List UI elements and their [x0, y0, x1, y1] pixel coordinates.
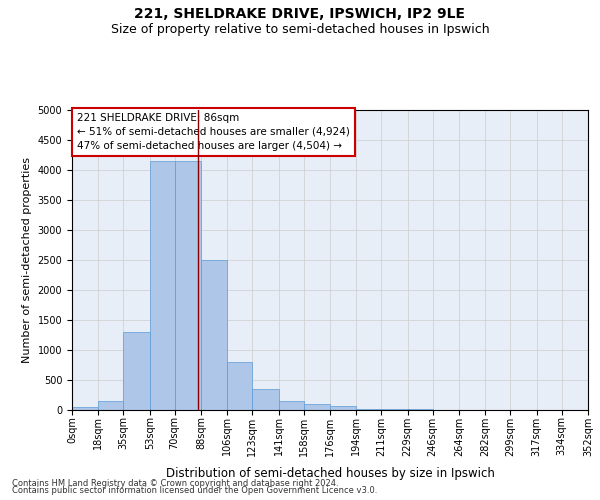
Bar — [98, 401, 124, 410]
Bar — [330, 406, 356, 410]
Bar — [201, 260, 227, 410]
Bar — [382, 409, 407, 410]
Bar — [278, 401, 304, 410]
Text: Size of property relative to semi-detached houses in Ipswich: Size of property relative to semi-detach… — [110, 22, 490, 36]
Text: Contains public sector information licensed under the Open Government Licence v3: Contains public sector information licen… — [12, 486, 377, 495]
Text: Distribution of semi-detached houses by size in Ipswich: Distribution of semi-detached houses by … — [166, 467, 494, 480]
Text: 221, SHELDRAKE DRIVE, IPSWICH, IP2 9LE: 221, SHELDRAKE DRIVE, IPSWICH, IP2 9LE — [134, 8, 466, 22]
Bar — [356, 408, 382, 410]
Bar — [227, 362, 253, 410]
Bar — [253, 389, 278, 410]
Bar — [304, 404, 330, 410]
Text: 221 SHELDRAKE DRIVE: 86sqm
← 51% of semi-detached houses are smaller (4,924)
47%: 221 SHELDRAKE DRIVE: 86sqm ← 51% of semi… — [77, 113, 350, 151]
Y-axis label: Number of semi-detached properties: Number of semi-detached properties — [22, 157, 32, 363]
Bar — [72, 407, 98, 410]
Bar — [175, 161, 201, 410]
Bar — [124, 332, 149, 410]
Bar — [149, 161, 175, 410]
Text: Contains HM Land Registry data © Crown copyright and database right 2024.: Contains HM Land Registry data © Crown c… — [12, 478, 338, 488]
